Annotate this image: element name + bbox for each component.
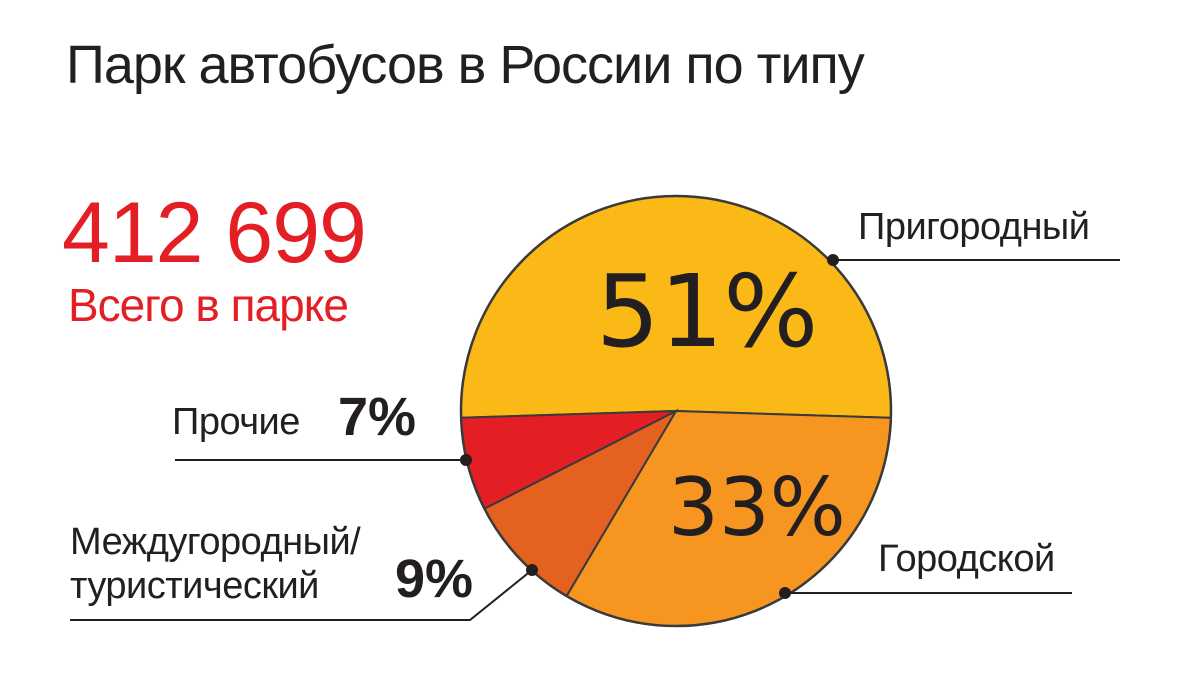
chart-title: Парк автобусов в России по типу — [66, 35, 865, 95]
category-label: Пригородный — [858, 206, 1090, 248]
category-label: Городской — [878, 538, 1055, 580]
category-label: Прочие — [172, 401, 300, 443]
category-label: Междугородный/ туристический — [70, 521, 361, 607]
total-label: Всего в парке — [68, 279, 349, 331]
leader-line — [70, 569, 533, 621]
leader-dot — [460, 454, 472, 466]
total-value: 412 699 — [62, 185, 367, 281]
value-label: 9% — [395, 549, 474, 609]
leader-dot — [779, 587, 791, 599]
value-label: 7% — [338, 387, 417, 447]
leader-dot — [526, 564, 538, 576]
value-label: 33% — [668, 461, 846, 554]
value-label: 51% — [596, 253, 819, 370]
pie-outline — [459, 194, 893, 628]
leader-dot — [827, 254, 839, 266]
